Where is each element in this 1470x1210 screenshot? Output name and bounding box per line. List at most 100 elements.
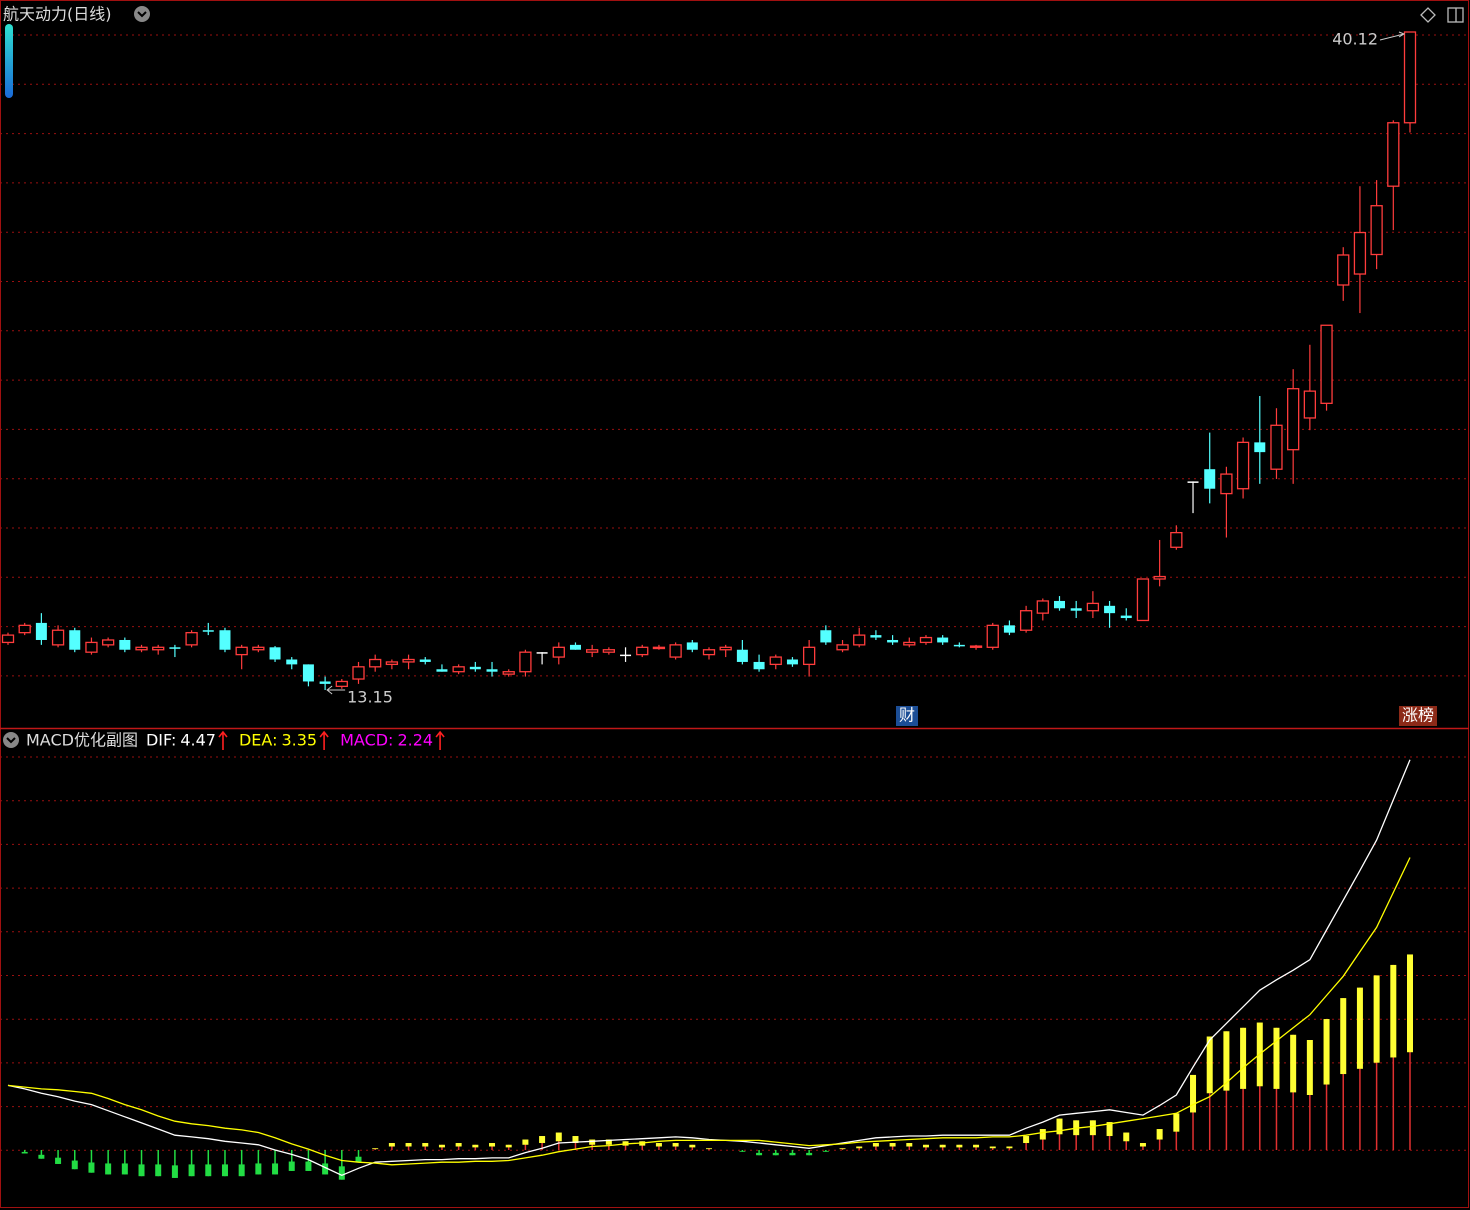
candle-body [252,646,265,651]
macd-bar-cap [522,1139,529,1145]
high-marker-arrow [1379,31,1406,41]
dropdown-chevron [6,737,16,744]
candle-body [119,639,131,650]
event-badge[interactable] [895,706,919,726]
macd-bar-cap [1323,1019,1330,1085]
macd-bar-cap [1039,1129,1046,1140]
candle-body [185,632,198,646]
candle-body [51,629,65,646]
macd-bar-cap [171,1165,178,1178]
macd-bar-cap [71,1160,78,1170]
macd-bar-cap [1340,998,1347,1075]
candle-body [569,644,581,650]
legend: DIF: 4.47 DEA: 3.35 MACD: 2.24 [146,730,445,750]
candle-body [1204,469,1216,489]
candle-body [502,671,515,675]
candle-body [436,669,448,672]
macd-bar-cap [1190,1074,1197,1113]
low-price-label: 13.15 [347,688,393,707]
macd-bar-cap [989,1146,996,1149]
macd-bar-cap [906,1143,913,1147]
macd-bar-cap [489,1143,496,1147]
macd-bar-cap [655,1143,662,1147]
candle-body [602,649,616,653]
candle-body [853,634,866,646]
dropdown-button[interactable] [3,732,19,748]
candle-body [669,644,682,658]
macd-bar-cap [288,1161,295,1171]
macd-bar-cap [121,1163,128,1175]
macd-bar-cap [105,1163,112,1175]
macd-bar-cap [973,1144,980,1148]
dropdown-button[interactable] [134,6,150,22]
macd-bar-cap [1139,1143,1146,1147]
candles: 40.12 13.15 财 涨榜 [1,30,1438,726]
candle-body [719,646,732,651]
macd-panel [7,759,1413,1180]
grid [0,34,1468,1151]
legend-name: DIF: [146,731,176,750]
candle-body [1270,424,1283,470]
candle-body [1153,575,1166,580]
macd-bar-cap [1023,1136,1030,1144]
candle-body [1086,602,1100,612]
candle-body [836,644,849,651]
candle-body [452,666,465,673]
legend-value: 3.35 [281,731,317,750]
candle-body [552,646,565,658]
macd-bar-cap [1123,1132,1130,1142]
candle-body [1220,473,1233,495]
candle-body [385,661,399,666]
candle-body [302,664,314,682]
candle-body [887,639,899,643]
macd-bar-cap [455,1143,462,1147]
title-dropdown[interactable] [134,6,150,22]
candle-body [1287,388,1300,451]
indicator-line [7,857,1411,1166]
macd-bar-cap [856,1146,863,1149]
candle-body [702,649,716,656]
candle-body [1,634,15,644]
macd-bar-cap [305,1161,312,1171]
event-badge-label: 财 [899,706,915,725]
candle-body [1170,531,1183,548]
macd-bar-cap [388,1143,395,1147]
macd-bar-cap [21,1151,28,1154]
candle-body [903,641,916,646]
candle-body [786,659,798,665]
macd-bar-cap [1407,954,1413,1053]
candle-body [69,630,81,650]
macd-bar-cap [572,1136,579,1144]
candle-body [1104,605,1116,614]
macd-bar-cap [539,1136,546,1144]
macd-bar-cap [555,1132,562,1142]
candle-body [736,649,748,662]
diamond-button[interactable] [1420,7,1436,23]
macd-bar-cap [188,1164,195,1177]
candle-body [986,624,999,648]
candle-body [202,630,214,632]
candle-body [402,658,415,663]
candle-body [1353,231,1367,275]
candle-body [1403,31,1417,124]
macd-bar-cap [772,1152,779,1156]
macd-bar-cap [806,1152,813,1156]
trend-arrow [319,730,329,750]
candle-body [1320,324,1333,404]
candle-body [769,656,782,666]
candle-body [235,646,248,656]
event-badge-label: 涨榜 [1402,706,1434,725]
candle-body [586,649,599,653]
candle-body [802,646,816,666]
candle-body [937,637,949,643]
macd-bar-cap [1223,1031,1230,1091]
event-badge[interactable] [1398,706,1438,726]
macd-bar-cap [889,1143,896,1147]
candle-body [1254,442,1266,453]
candle-body [636,646,649,656]
macd-bar-cap [322,1163,329,1175]
trend-arrow [218,730,228,750]
candle-body [1337,254,1350,286]
trend-arrow [435,730,445,750]
